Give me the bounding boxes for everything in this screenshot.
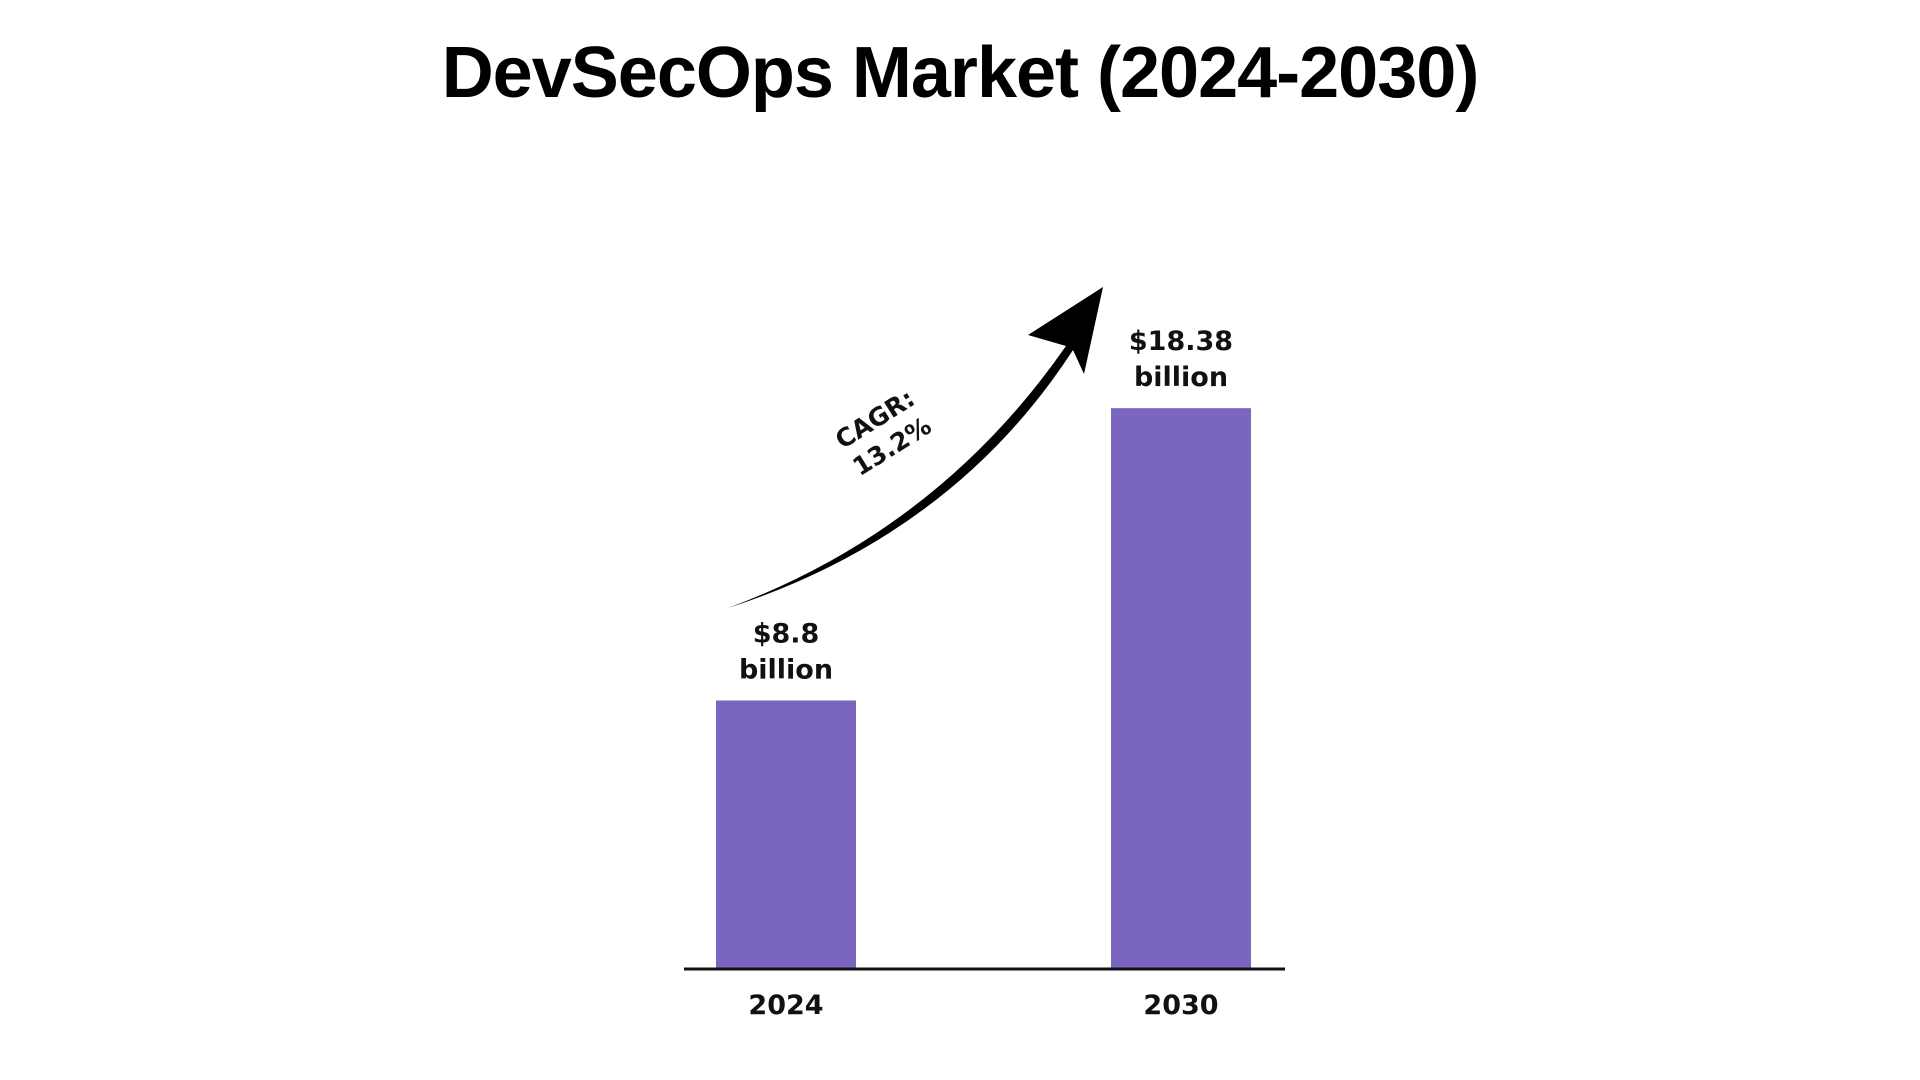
data-label-2024: $8.8 billion: [739, 618, 833, 685]
x-tick-label-2030: 2030: [1143, 990, 1218, 1021]
chart-title: DevSecOps Market (2024-2030): [441, 33, 1480, 113]
data-labels-layer: $8.8 billion $18.38 billion: [739, 326, 1233, 685]
bar-2024: [716, 700, 856, 969]
cagr-annotation: CAGR:13.2%: [830, 384, 937, 482]
bar-2030: [1111, 408, 1251, 970]
x-tick-labels-layer: 2024 2030: [748, 990, 1218, 1021]
growth-arrow-icon: [728, 287, 1103, 608]
x-tick-label-2024: 2024: [748, 990, 823, 1021]
bars-layer: [716, 408, 1251, 970]
data-label-2030: $18.38 billion: [1129, 326, 1233, 393]
